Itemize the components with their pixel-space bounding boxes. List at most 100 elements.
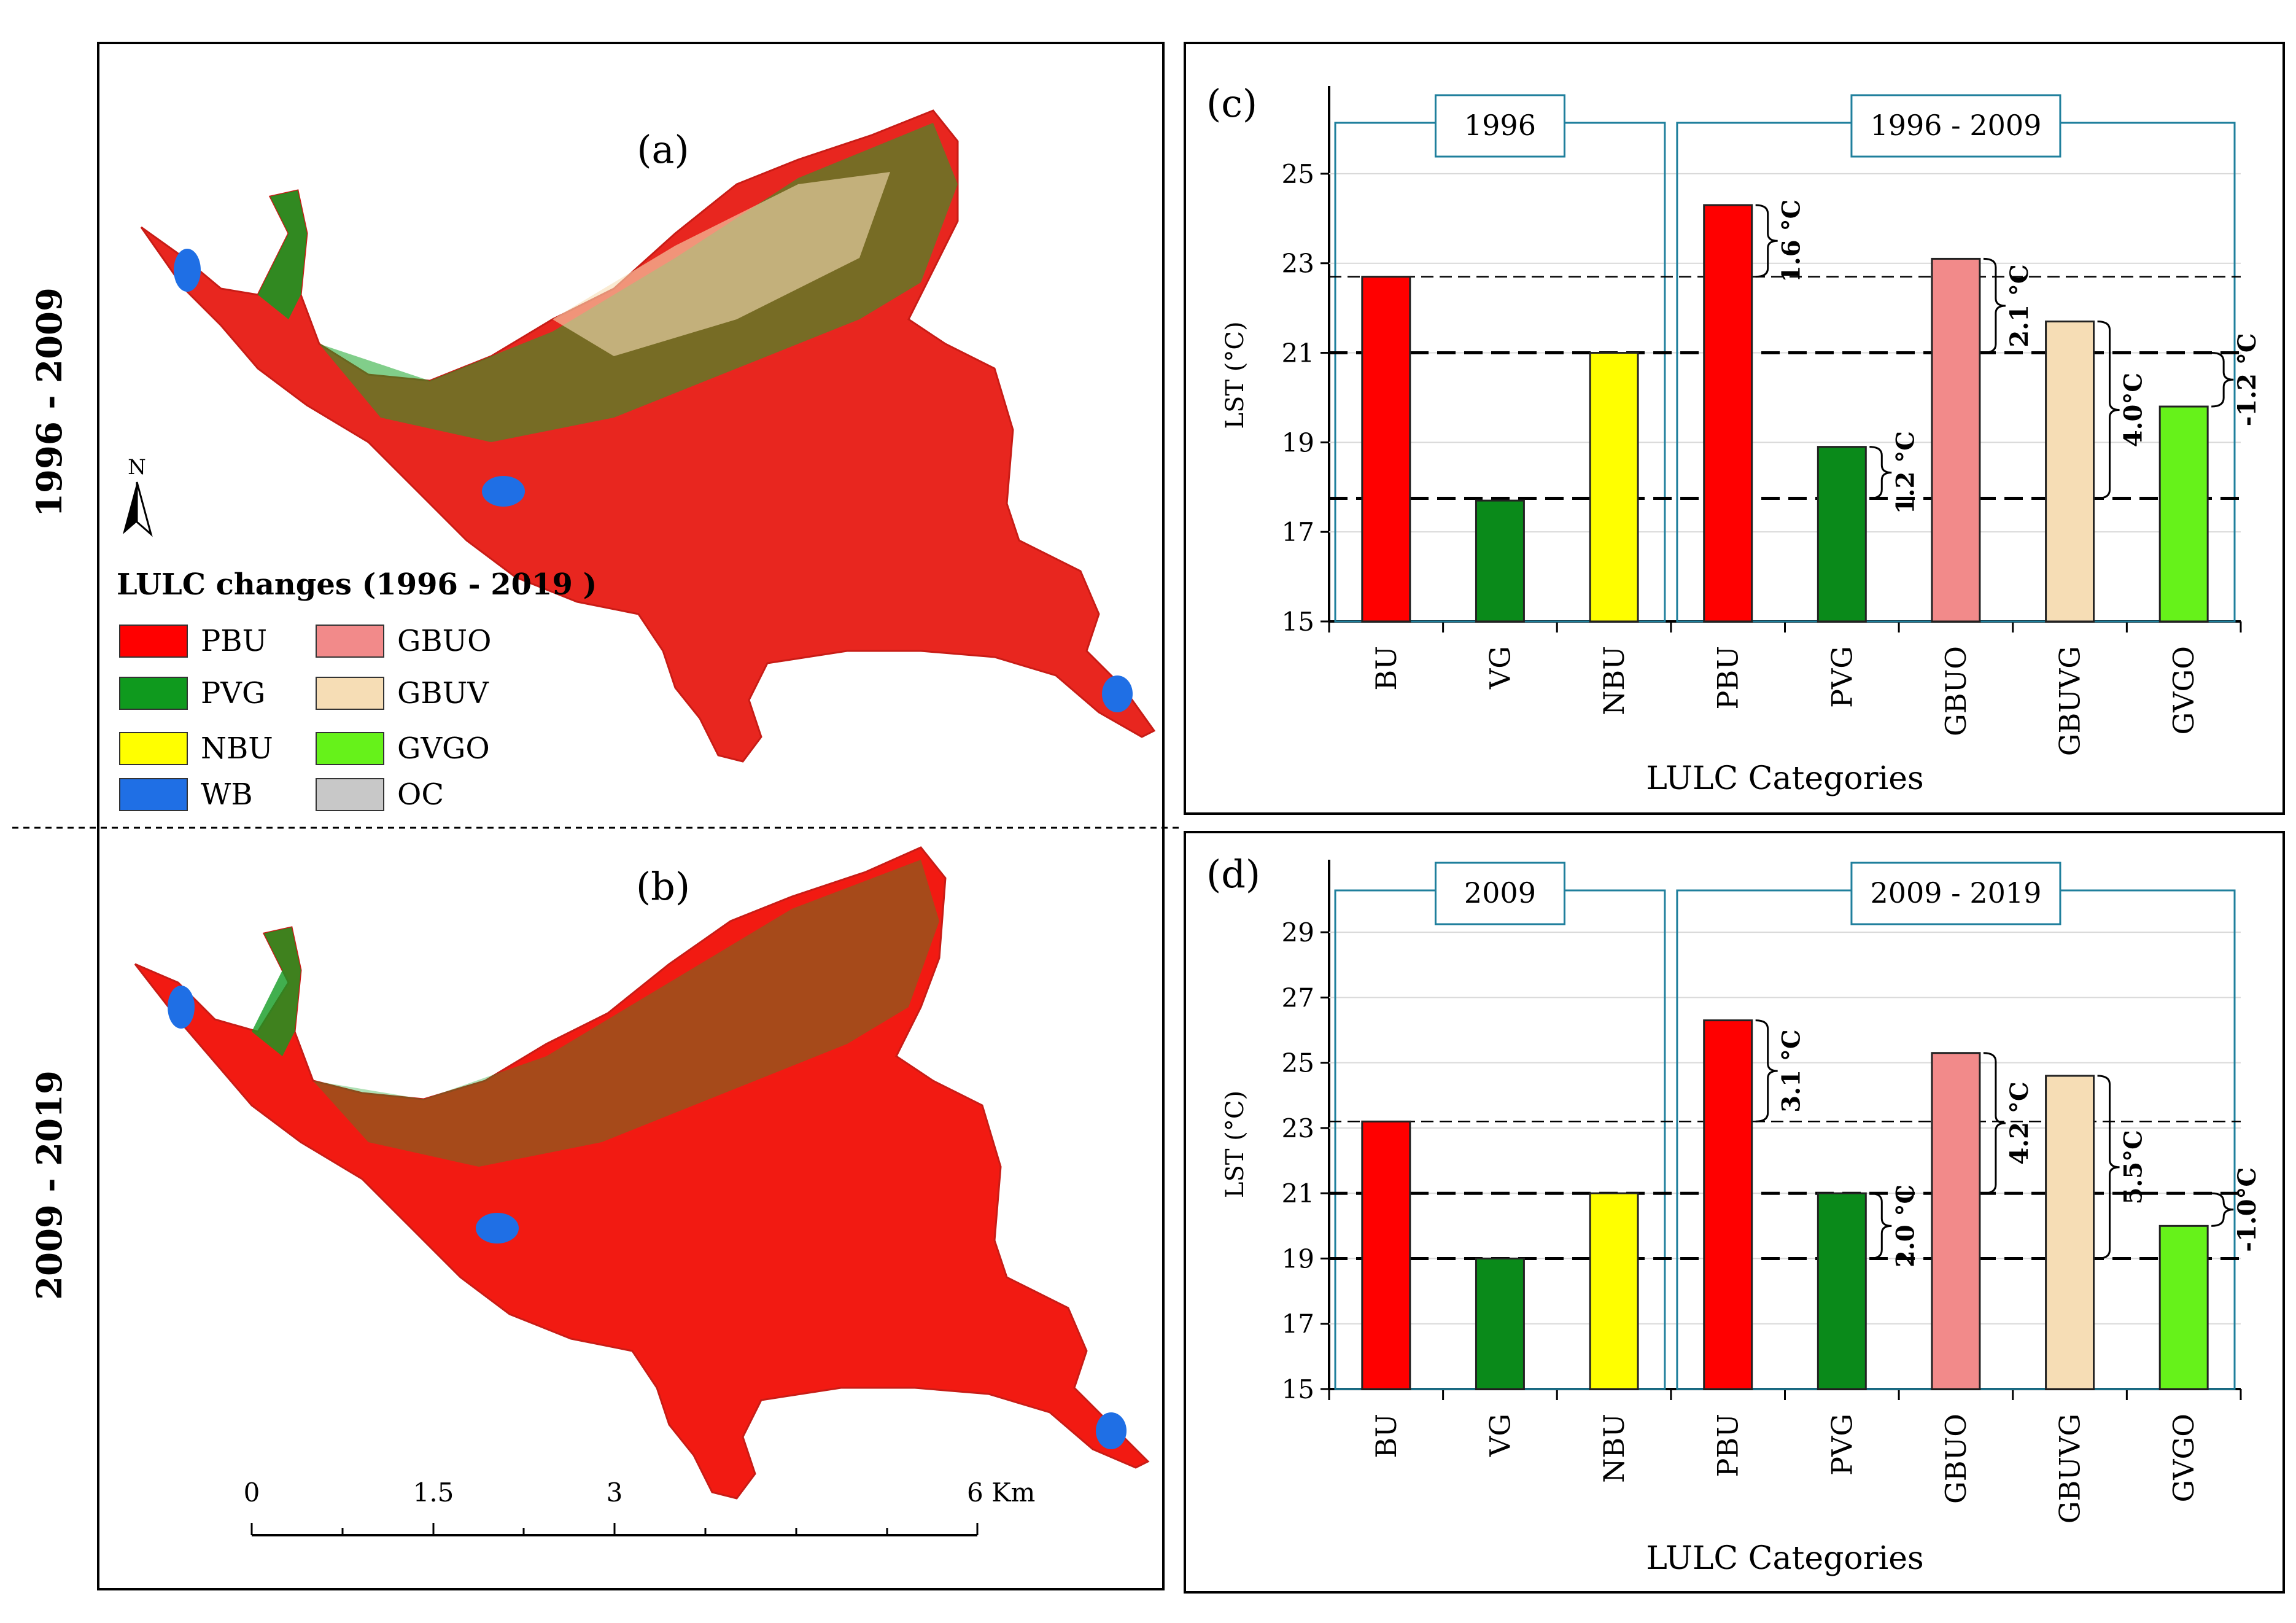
y-axis-label: LST (°C) [1221,1091,1249,1198]
diff-label-gbuo: 2.1 °C [2005,264,2034,347]
diff-brace-gbuvg [2097,321,2120,499]
diff-label-gbuvg: 5.5°C [2119,1130,2148,1204]
y-tick-label: 25 [1282,159,1314,189]
bar-pvg [1817,446,1867,623]
map-a-waterbody-3 [1102,675,1133,712]
diff-label-pvg: 2.0 °C [1891,1185,1920,1267]
group-title-1996: 1996 [1464,109,1536,142]
diff-label-gbuvg: 4.0°C [2119,373,2148,447]
map-a-waterbody-2 [482,476,525,507]
legend-label-pbu: PBU [201,624,267,658]
diff-brace-pbu [1755,204,1778,278]
legend-swatch-gvgo [316,732,384,765]
y-tick-label: 21 [1282,1178,1314,1208]
bar-gbuo [1931,1052,1981,1390]
chart-c-frame [1184,42,2285,815]
map-b-waterbody-3 [1096,1412,1127,1449]
y-tick-label: 27 [1282,983,1314,1013]
diff-label-pbu: 3.1 °C [1777,1029,1806,1112]
diff-label-gvgo: -1.2 °C [2233,333,2262,426]
map-panel-frame [97,42,1165,1590]
diff-label-pbu: 1.6 °C [1777,200,1806,282]
legend-swatch-wb [119,778,188,811]
legend-swatch-pbu [119,625,188,658]
legend-swatch-pvg [119,677,188,710]
group-title-box [1434,94,1565,158]
x-tick-label-bu: BU [1370,646,1403,691]
y-tick-label: 15 [1282,1374,1314,1404]
y-tick-label: 17 [1282,517,1314,547]
diff-brace-gbuo [1983,1052,2006,1194]
bar-gvgo [2158,1224,2209,1390]
north-arrow-icon: N [123,455,153,537]
bar-bu [1361,276,1411,623]
diff-label-gbuo: 4.2 °C [2005,1081,2034,1164]
bar-gbuo [1931,257,1981,623]
y-axis-label: LST (°C) [1221,321,1249,429]
bar-vg [1475,499,1525,623]
legend-swatch-oc [316,778,384,811]
group-title-2009: 2009 [1464,876,1536,909]
map-b-shape [134,846,1150,1500]
legend-swatch-gbuo [316,625,384,658]
north-label: N [128,455,146,480]
diff-brace-pvg [1869,446,1892,499]
legend-label-pvg: PVG [201,676,265,710]
bar-gbuvg [2045,321,2095,623]
group-title-1996-2009: 1996 - 2009 [1870,109,2041,142]
legend-title: LULC changes (1996 - 2019 ) [117,567,597,602]
panel-label: (d) [1206,852,1260,897]
diff-label-pvg: 1.2 °C [1891,431,1920,514]
legend-label-nbu: NBU [201,731,273,766]
x-tick-label-gbuo: GBUO [1939,646,1972,736]
diff-brace-pvg [1869,1192,1892,1259]
x-tick-label-vg: VG [1483,1414,1516,1457]
x-tick-label-nbu: NBU [1597,646,1631,715]
legend-label-gbuv: GBUV [397,676,489,710]
y-tick-label: 23 [1282,249,1314,279]
diff-brace-gbuvg [2097,1075,2120,1259]
bar-nbu [1589,352,1639,623]
scale-tick-3: 3 [607,1477,623,1508]
bar-gbuvg [2045,1075,2095,1390]
diff-brace-gbuo [1983,257,2006,354]
map-b-vegetation-2 [313,860,939,1167]
x-tick-label-gbuo: GBUO [1939,1414,1972,1504]
scale-tick-1-5: 1.5 [413,1477,454,1508]
x-tick-label-gbuvg: GBUVG [2054,646,2087,756]
chart-d-frame [1184,831,2285,1594]
legend-label-oc: OC [397,777,444,812]
map-b: (b) [134,846,1150,1500]
bar-nbu [1589,1192,1639,1390]
y-tick-label: 23 [1282,1113,1314,1143]
y-tick-label: 19 [1282,1244,1314,1274]
row-label-top: 1996 - 2009 [29,287,70,517]
map-b-waterbody-1 [168,986,195,1029]
diff-brace-gvgo [2211,1192,2234,1227]
y-tick-label: 17 [1282,1309,1314,1339]
x-tick-label-pbu: PBU [1712,1414,1745,1477]
y-tick-label: 15 [1282,607,1314,637]
bar-bu [1361,1120,1411,1390]
group-title-box [1850,862,2061,925]
y-tick-label: 19 [1282,427,1314,457]
x-axis-label: LULC Categories [1646,760,1923,797]
legend-label-gvgo: GVGO [397,731,490,766]
legend-swatch-nbu [119,732,188,765]
bar-vg [1475,1257,1525,1390]
legend-label-gbuo: GBUO [397,624,491,658]
x-tick-label-vg: VG [1483,646,1516,690]
diff-label-gvgo: -1.0°C [2233,1167,2262,1252]
x-tick-label-nbu: NBU [1597,1414,1631,1483]
bar-pbu [1703,204,1753,623]
group-title-box [1434,862,1565,925]
group-title-2009-2019: 2009 - 2019 [1870,876,2041,909]
x-tick-label-gbuvg: GBUVG [2054,1414,2087,1524]
map-b-vegetation [252,927,301,1056]
diff-brace-gvgo [2211,352,2234,408]
chart-c: (c) 15 17 19 21 23 25 LST (°C) 1996 1996 - 2009 BU… [1206,81,2262,797]
x-axis-label: LULC Categories [1646,1540,1923,1577]
y-tick-label: 25 [1282,1048,1314,1078]
map-a: (a) [140,109,1156,763]
